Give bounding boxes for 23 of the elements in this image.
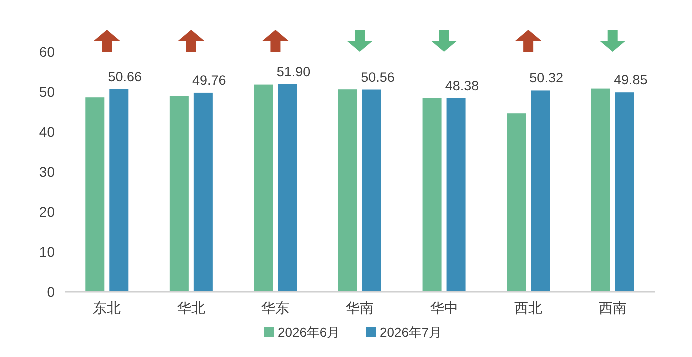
x-tick-label: 华中 [430, 300, 458, 316]
data-label: 50.56 [361, 70, 395, 85]
y-tick-label: 40 [39, 124, 56, 140]
y-tick-label: 50 [39, 84, 56, 100]
y-tick-label: 20 [39, 204, 56, 220]
x-tick-label: 西北 [514, 300, 543, 316]
legend-label: 2026年6月 [278, 325, 340, 340]
y-tick-label: 0 [47, 284, 56, 300]
y-tick-label: 60 [39, 44, 56, 60]
data-label: 51.90 [276, 64, 311, 80]
x-tick-label: 东北 [93, 300, 122, 316]
data-label: 49.76 [192, 72, 226, 88]
x-tick-label: 华南 [346, 300, 374, 316]
data-label: 50.66 [108, 69, 142, 84]
data-label: 50.32 [530, 70, 564, 86]
x-tick-label: 华北 [177, 300, 206, 316]
data-label: 49.85 [614, 72, 648, 88]
x-tick-label: 华东 [262, 300, 290, 316]
y-tick-label: 30 [39, 164, 56, 180]
data-label: 48.38 [445, 78, 480, 94]
y-tick-label: 10 [39, 244, 56, 260]
x-tick-label: 西南 [598, 300, 627, 316]
legend-label: 2026年7月 [380, 325, 442, 340]
